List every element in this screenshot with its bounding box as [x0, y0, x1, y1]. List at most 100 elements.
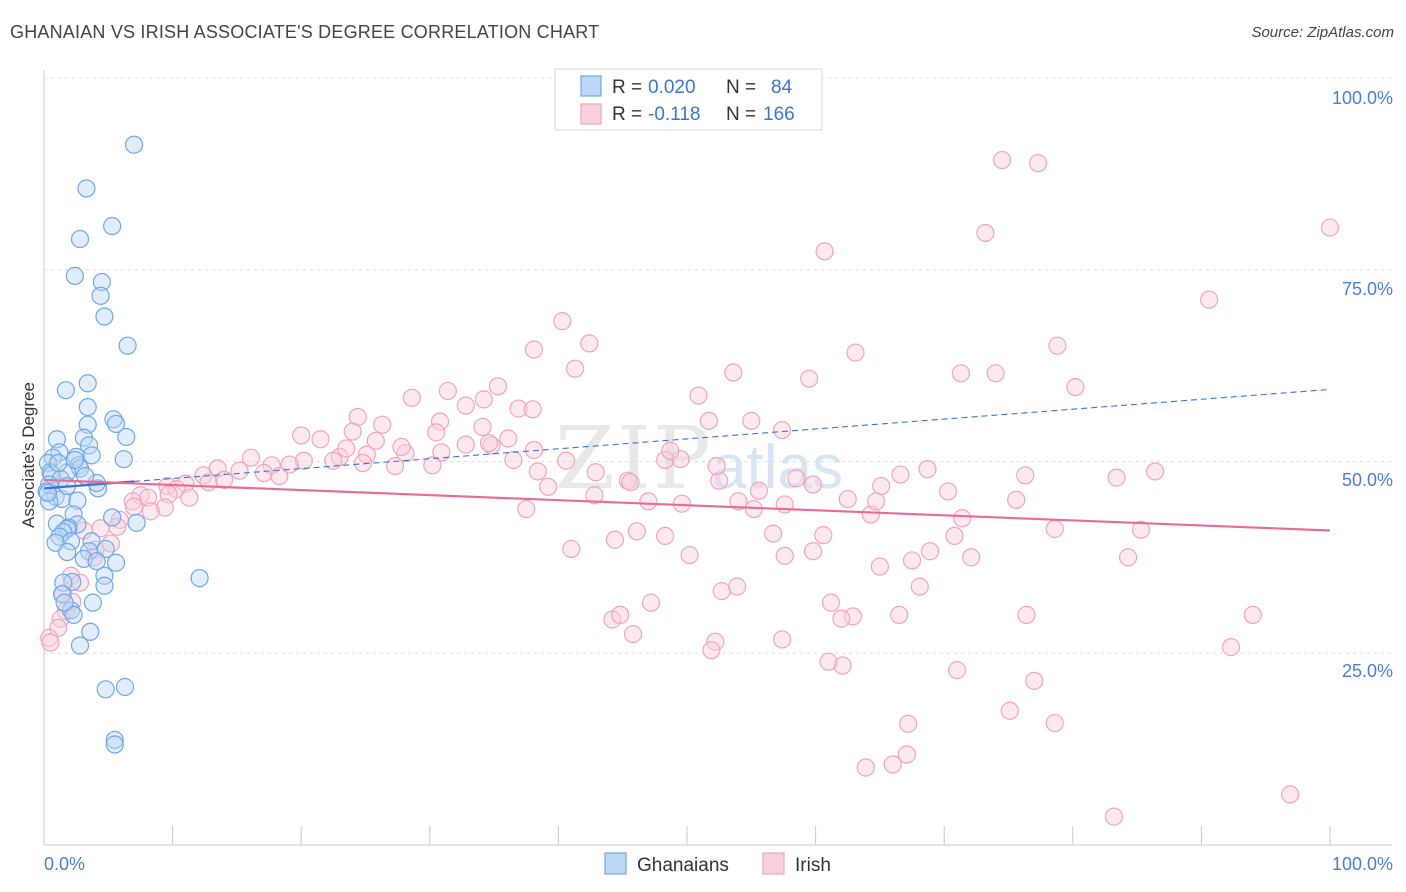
irish-point [270, 466, 289, 486]
irish-points [40, 150, 1340, 826]
ghanaian-points [37, 135, 209, 754]
ghanaian-point [127, 513, 146, 532]
stats-r-label: R = [612, 104, 642, 125]
irish-point [562, 539, 581, 559]
irish-point [523, 400, 542, 419]
irish-point [832, 609, 851, 628]
irish-point [902, 551, 922, 570]
irish-point [456, 396, 475, 415]
irish-point [539, 477, 558, 496]
stats-r-value: -0.118 [648, 104, 700, 125]
irish-point [1281, 785, 1300, 804]
ghanaian-point [56, 381, 75, 400]
ghanaian-point [87, 552, 106, 571]
irish-point [343, 422, 362, 441]
ghanaian-point [105, 735, 124, 754]
irish-point [661, 441, 680, 460]
irish-point [373, 415, 392, 434]
irish-point [962, 548, 981, 567]
irish-point [910, 577, 929, 596]
watermark-atlas: atlas [712, 433, 843, 502]
ghanaian-point [82, 446, 101, 465]
ghanaian-point [65, 266, 84, 285]
ghanaian-point [91, 286, 110, 305]
irish-point [728, 577, 747, 596]
ghanaian-point [124, 135, 144, 154]
irish-point [821, 593, 841, 612]
irish-point [524, 440, 544, 460]
irish-point [938, 482, 958, 501]
chart-title: GHANAIAN VS IRISH ASSOCIATE'S DEGREE COR… [10, 22, 600, 42]
irish-point [742, 411, 761, 430]
gridlines [44, 77, 1392, 654]
irish-point [605, 530, 625, 549]
irish-point [553, 312, 572, 331]
irish-point [992, 150, 1012, 170]
ghanaian-point [190, 568, 209, 588]
y-tick-label: 75.0% [1342, 279, 1393, 299]
stats-swatch-irish [580, 103, 602, 125]
irish-point [430, 412, 450, 431]
ghanaian-point [95, 576, 114, 595]
irish-point [1048, 336, 1067, 355]
irish-point [724, 363, 743, 382]
ghanaian-point [61, 532, 81, 551]
irish-point [815, 242, 834, 261]
irish-point [254, 463, 274, 483]
ghanaian-point [78, 397, 97, 417]
ghanaian-point [78, 374, 97, 393]
irish-point [891, 465, 910, 484]
irish-point [586, 463, 605, 482]
ghanaian-point [83, 593, 102, 612]
ghanaian-point [118, 336, 137, 355]
irish-point [124, 497, 144, 516]
irish-point [800, 369, 819, 388]
irish-point [1118, 548, 1138, 567]
irish-point [432, 443, 451, 462]
irish-point [611, 605, 630, 625]
irish-point [699, 411, 718, 430]
regression-lines [43, 388, 1331, 532]
irish-point [214, 470, 234, 490]
irish-point [1007, 490, 1026, 509]
ghanaian-point [95, 307, 114, 326]
ghanaian-point [58, 542, 77, 562]
irish-point [803, 542, 823, 561]
watermark-zip: ZIP [555, 409, 713, 509]
irish-point [141, 502, 160, 521]
irish-point [580, 334, 599, 353]
irish-point [427, 423, 446, 442]
irish-point [883, 755, 902, 774]
irish-point [337, 439, 356, 458]
irish-regression-line [43, 478, 1331, 532]
irish-point [819, 652, 838, 671]
ghanaian-point [68, 491, 87, 510]
irish-point [566, 359, 585, 378]
irish-point [621, 473, 640, 492]
irish-point [872, 476, 891, 496]
irish-point [517, 499, 536, 519]
irish-point [180, 488, 199, 507]
irish-point [639, 492, 658, 511]
irish-point [775, 495, 794, 514]
x-tick-label-max: 100.0% [1332, 854, 1393, 874]
irish-point [385, 457, 405, 476]
irish-point [324, 451, 343, 470]
irish-point [311, 430, 330, 449]
irish-point [945, 526, 964, 545]
irish-point [702, 641, 721, 660]
ghanaian-point [96, 680, 115, 699]
stats-swatch-ghanaians [580, 75, 602, 97]
irish-point [1107, 468, 1126, 487]
irish-point [680, 545, 699, 565]
irish-point [1000, 701, 1019, 720]
irish-point [951, 364, 971, 383]
irish-point [392, 437, 411, 457]
irish-point [49, 618, 68, 638]
x-tick-label-min: 0.0% [44, 854, 85, 874]
watermark: ZIP atlas [555, 409, 843, 509]
ghanaian-point [103, 216, 122, 236]
ghanaian-point [49, 453, 68, 473]
legend-swatch-irish [762, 852, 785, 875]
